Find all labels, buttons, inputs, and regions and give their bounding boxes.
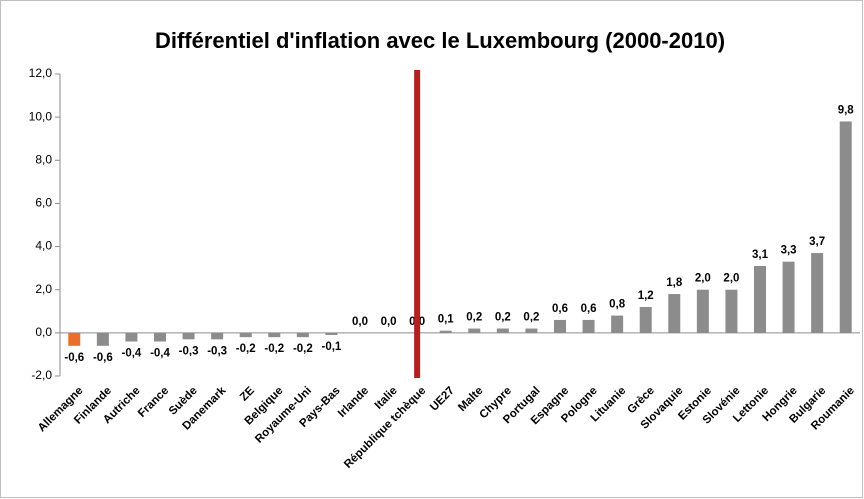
value-label: -0,1 — [322, 341, 342, 353]
chart-title: Différentiel d'inflation avec le Luxembo… — [155, 28, 725, 53]
bar — [182, 332, 195, 340]
value-label: 3,7 — [809, 236, 825, 248]
bar — [211, 332, 224, 340]
bar — [754, 265, 766, 333]
bar — [611, 315, 624, 333]
value-label: 0,2 — [495, 312, 511, 324]
value-label: -0,6 — [93, 352, 113, 364]
value-label: -0,6 — [64, 352, 84, 364]
value-label: 0,0 — [352, 316, 368, 328]
y-tick-label: 6,0 — [35, 196, 52, 210]
bar — [811, 253, 824, 333]
y-tick-label: 12,0 — [29, 66, 53, 80]
bar — [582, 319, 595, 333]
y-tick-label: -2,0 — [31, 368, 52, 382]
value-label: 9,8 — [838, 104, 855, 116]
bar — [96, 332, 109, 346]
y-tick-label: 2,0 — [35, 282, 52, 296]
value-label: 0,2 — [523, 312, 539, 324]
value-label: -0,3 — [179, 345, 199, 357]
value-label: -0,2 — [264, 343, 284, 355]
bar — [496, 328, 509, 333]
bar — [68, 332, 81, 346]
y-tick-label: 0,0 — [35, 325, 52, 339]
value-label: 0,1 — [438, 314, 455, 326]
value-label: 0,0 — [381, 316, 397, 328]
value-label: 3,1 — [752, 249, 769, 261]
value-label: 0,6 — [581, 303, 597, 315]
value-label: 3,3 — [781, 245, 797, 257]
y-tick-label: 4,0 — [35, 239, 52, 253]
bar — [154, 332, 166, 342]
value-label: 0,8 — [609, 299, 626, 311]
bar — [725, 289, 738, 333]
bar — [468, 328, 481, 333]
value-label: -0,4 — [122, 348, 142, 360]
value-label: 1,2 — [638, 290, 654, 302]
y-tick-label: 8,0 — [35, 152, 52, 166]
bar — [782, 261, 795, 333]
bar — [296, 332, 309, 338]
value-label: -0,4 — [150, 348, 170, 360]
value-label: -0,3 — [207, 345, 227, 357]
bar — [525, 328, 538, 333]
bar — [239, 332, 252, 338]
bar — [554, 319, 566, 333]
value-label: 0,2 — [466, 312, 482, 324]
value-label: 0,6 — [552, 303, 568, 315]
bar — [439, 330, 452, 333]
bar — [696, 289, 709, 333]
bar — [125, 332, 138, 342]
y-tick-label: 10,0 — [29, 109, 53, 123]
bar — [268, 332, 281, 338]
value-label: -0,2 — [236, 343, 256, 355]
bar — [325, 332, 338, 336]
bar — [839, 121, 852, 333]
bar — [639, 306, 652, 333]
value-label: 2,0 — [723, 273, 739, 285]
bar — [668, 294, 681, 333]
value-label: -0,2 — [293, 343, 313, 355]
value-label: 2,0 — [695, 273, 711, 285]
value-label: 1,8 — [666, 277, 683, 289]
